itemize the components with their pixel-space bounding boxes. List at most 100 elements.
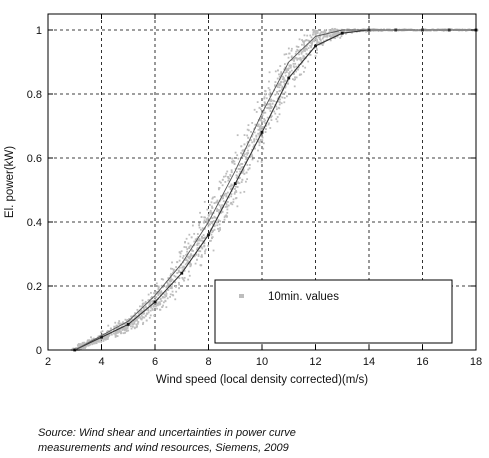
scatter-point bbox=[170, 267, 172, 270]
scatter-point bbox=[304, 50, 306, 52]
scatter-point bbox=[227, 176, 229, 178]
scatter-point bbox=[295, 76, 298, 79]
scatter-point bbox=[139, 310, 142, 312]
x-axis-label: Wind speed (local density corrected)(m/s… bbox=[156, 374, 368, 386]
scatter-point bbox=[147, 293, 150, 296]
scatter-point bbox=[169, 293, 172, 296]
scatter-point bbox=[112, 329, 115, 332]
scatter-point bbox=[169, 274, 172, 277]
scatter-point bbox=[243, 155, 246, 157]
scatter-point bbox=[313, 40, 316, 43]
scatter-point bbox=[207, 222, 210, 225]
scatter-point bbox=[293, 72, 295, 75]
scatter-point bbox=[114, 330, 117, 333]
scatter-point bbox=[149, 300, 152, 303]
scatter-point bbox=[191, 249, 194, 252]
scatter-point bbox=[274, 70, 277, 73]
scatter-point bbox=[106, 334, 109, 336]
scatter-point bbox=[253, 139, 256, 142]
scatter-point bbox=[148, 303, 151, 306]
scatter-point bbox=[222, 195, 225, 197]
scatter-point bbox=[261, 139, 264, 142]
scatter-point bbox=[335, 29, 338, 31]
binned-mean-marker bbox=[207, 233, 210, 237]
scatter-point bbox=[135, 326, 138, 329]
scatter-point bbox=[99, 339, 102, 341]
binned-mean-marker bbox=[287, 76, 291, 80]
scatter-point bbox=[202, 234, 205, 237]
scatter-point bbox=[81, 341, 84, 344]
scatter-point bbox=[195, 253, 198, 256]
scatter-point bbox=[201, 240, 204, 242]
scatter-point bbox=[302, 40, 305, 43]
scatter-point bbox=[267, 123, 270, 126]
scatter-point bbox=[124, 327, 127, 330]
scatter-point bbox=[154, 292, 157, 295]
scatter-point bbox=[331, 33, 334, 36]
scatter-point bbox=[256, 124, 258, 127]
scatter-point bbox=[154, 305, 157, 308]
scatter-point bbox=[107, 324, 110, 327]
scatter-point bbox=[127, 329, 130, 332]
scatter-point bbox=[258, 144, 261, 147]
scatter-point bbox=[225, 214, 228, 217]
scatter-point bbox=[103, 337, 106, 340]
scatter-point bbox=[246, 128, 249, 131]
scatter-point bbox=[165, 294, 168, 297]
scatter-point bbox=[120, 330, 122, 333]
scatter-point bbox=[100, 337, 103, 340]
scatter-point bbox=[203, 216, 206, 219]
scatter-point bbox=[220, 208, 223, 211]
scatter-point bbox=[200, 255, 203, 258]
scatter-point bbox=[246, 153, 249, 156]
scatter-point bbox=[424, 28, 427, 31]
scatter-point bbox=[196, 244, 199, 247]
scatter-point bbox=[317, 36, 320, 39]
scatter-point bbox=[300, 73, 303, 76]
scatter-point bbox=[303, 34, 306, 37]
scatter-point bbox=[235, 177, 238, 179]
scatter-point bbox=[156, 302, 159, 305]
scatter-point bbox=[268, 99, 271, 102]
scatter-point bbox=[258, 127, 261, 130]
scatter-point bbox=[106, 338, 109, 340]
y-tick-label: 0.6 bbox=[27, 153, 42, 165]
binned-mean-marker bbox=[180, 271, 184, 275]
scatter-point bbox=[224, 215, 227, 218]
scatter-point bbox=[264, 131, 267, 133]
scatter-point bbox=[97, 337, 100, 339]
scatter-point bbox=[117, 327, 119, 329]
scatter-point bbox=[158, 290, 161, 293]
scatter-point bbox=[322, 36, 325, 39]
scatter-point bbox=[273, 100, 276, 102]
scatter-point bbox=[195, 237, 198, 240]
scatter-point bbox=[308, 40, 311, 42]
scatter-point bbox=[106, 332, 109, 335]
scatter-point bbox=[374, 29, 377, 32]
scatter-point bbox=[315, 36, 318, 39]
scatter-point bbox=[96, 340, 99, 343]
scatter-point bbox=[161, 306, 164, 308]
scatter-point bbox=[259, 128, 261, 131]
scatter-point bbox=[303, 49, 306, 51]
scatter-point bbox=[159, 308, 161, 311]
scatter-point bbox=[212, 196, 214, 199]
scatter-point bbox=[258, 134, 261, 137]
scatter-point bbox=[149, 309, 152, 312]
scatter-point bbox=[233, 163, 236, 165]
scatter-point bbox=[262, 111, 265, 114]
scatter-point bbox=[185, 253, 188, 256]
binned-mean-marker bbox=[153, 300, 157, 304]
binned-mean-marker bbox=[314, 44, 317, 48]
scatter-point bbox=[180, 250, 183, 253]
scatter-point bbox=[268, 88, 271, 91]
scatter-point bbox=[260, 161, 263, 163]
scatter-point bbox=[234, 167, 237, 170]
scatter-point bbox=[140, 317, 142, 320]
scatter-point bbox=[185, 246, 188, 249]
scatter-point bbox=[142, 323, 144, 326]
scatter-point bbox=[273, 110, 276, 113]
scatter-point bbox=[281, 78, 284, 81]
scatter-point bbox=[116, 331, 119, 333]
scatter-point bbox=[157, 285, 160, 288]
